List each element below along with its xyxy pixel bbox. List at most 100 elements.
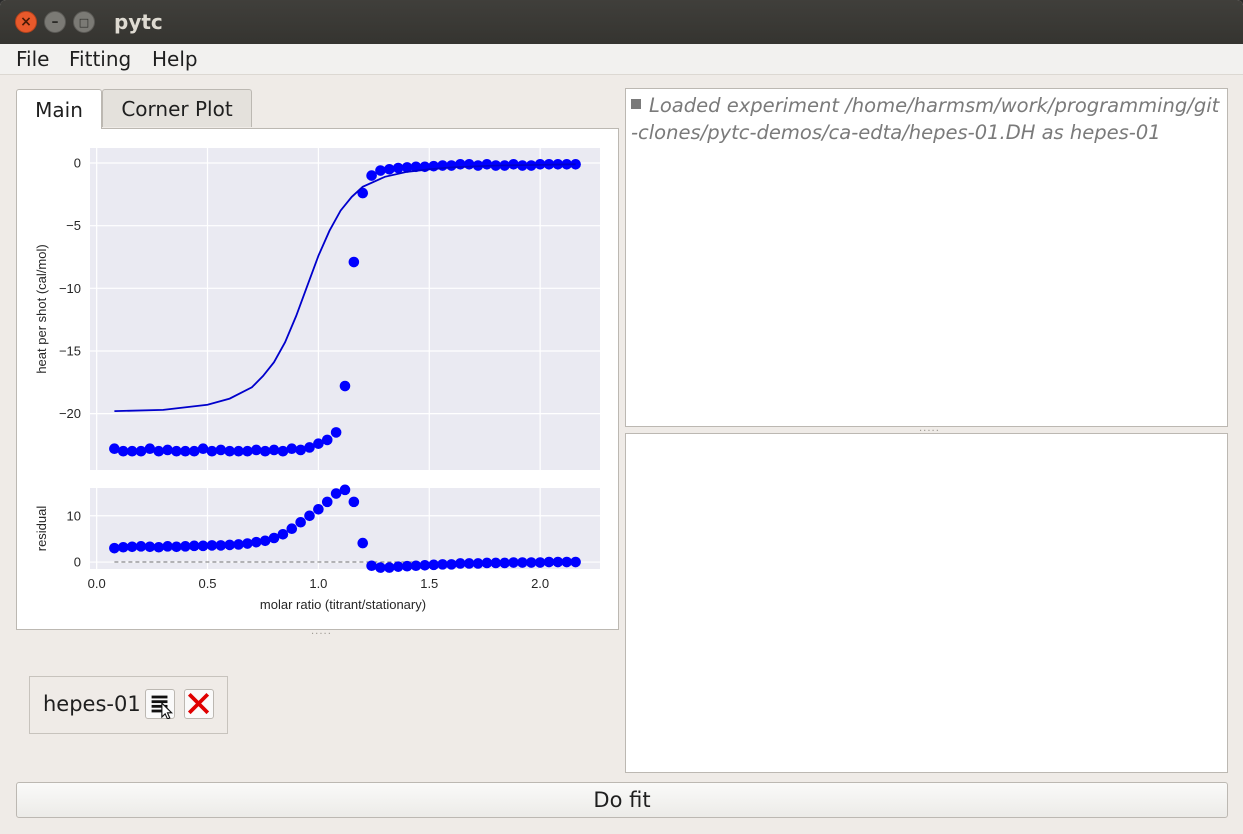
y-tick-label: 0 [74, 555, 81, 570]
residual-point [428, 559, 439, 571]
y-tick-label: −15 [59, 343, 81, 358]
title-bar: × – □ pytc [0, 0, 1243, 44]
data-point [286, 443, 298, 455]
data-point [339, 380, 351, 392]
close-window-button[interactable]: × [15, 11, 37, 33]
data-point [251, 444, 262, 456]
data-point [348, 256, 360, 268]
data-point [357, 187, 369, 199]
residual-point [321, 496, 333, 508]
data-point [117, 445, 129, 457]
x-tick-label: 0.0 [88, 576, 106, 591]
residual-point [410, 560, 422, 572]
data-point [180, 445, 191, 457]
data-point [570, 158, 581, 170]
residual-point [517, 557, 528, 568]
residual-point [552, 556, 564, 568]
data-point [224, 445, 235, 457]
data-point [153, 445, 165, 457]
menu-file[interactable]: File [16, 47, 50, 71]
data-point [304, 442, 315, 453]
residual-axis-label: residual [34, 506, 49, 552]
data-point [126, 445, 138, 457]
residual-point [561, 556, 573, 568]
residual-point [171, 541, 182, 553]
data-point [135, 445, 147, 457]
residual-point [153, 541, 165, 553]
data-point [366, 170, 377, 181]
residual-point [144, 541, 156, 553]
residual-point [197, 540, 209, 552]
data-point [295, 444, 306, 456]
experiment-name: hepes-01 [43, 692, 141, 716]
data-point [171, 445, 182, 457]
residual-point [446, 559, 457, 570]
residual-point [472, 558, 484, 569]
do-fit-button[interactable]: Do fit [16, 782, 1228, 818]
data-point [206, 445, 218, 457]
residual-point [339, 484, 351, 496]
log-panel: Loaded experiment /home/harmsm/work/prog… [625, 88, 1228, 427]
minimize-window-button[interactable]: – [44, 11, 66, 33]
residual-point [419, 559, 431, 571]
experiment-item: hepes-01 [29, 676, 228, 734]
residual-point [384, 562, 395, 573]
residual-point [268, 532, 280, 544]
x-tick-label: 1.5 [420, 576, 438, 591]
data-point [463, 158, 475, 170]
x-axis-label: molar ratio (titrant/stationary) [260, 597, 426, 612]
main-plot-area [90, 148, 600, 470]
data-point [384, 163, 395, 175]
residual-point [490, 557, 502, 569]
maximize-icon: □ [78, 15, 90, 29]
vertical-splitter-handle[interactable]: ····· [311, 629, 332, 640]
menu-fitting[interactable]: Fitting [69, 47, 132, 71]
tab-corner-plot[interactable]: Corner Plot [102, 89, 252, 127]
data-point [197, 443, 209, 455]
data-point [162, 444, 173, 456]
residual-point [251, 536, 262, 548]
log-bullet-icon [631, 98, 641, 109]
residual-point [357, 537, 369, 549]
residual-point [295, 516, 306, 528]
data-point [215, 444, 227, 456]
residual-point [463, 558, 475, 569]
horizontal-splitter-handle[interactable]: ····· [919, 426, 940, 437]
fit-output-panel [625, 433, 1228, 773]
residual-plot-area [90, 488, 600, 569]
data-point [481, 158, 493, 170]
residual-point [117, 541, 129, 553]
data-point [446, 160, 457, 171]
log-entry: Loaded experiment /home/harmsm/work/prog… [631, 92, 1222, 146]
plot-panel: 0 −5 −10 −15 −20 heat per shot (cal/mol) 10 0 0.… [16, 128, 619, 630]
data-point [330, 427, 342, 438]
menu-help[interactable]: Help [152, 47, 198, 71]
residual-point [437, 559, 448, 570]
residual-point [401, 560, 413, 572]
tab-main[interactable]: Main [16, 89, 102, 129]
data-point [233, 445, 244, 457]
data-point [268, 444, 280, 456]
data-point [392, 162, 404, 174]
data-point [188, 445, 200, 457]
residual-point [499, 557, 510, 569]
maximize-window-button[interactable]: □ [73, 11, 95, 33]
residual-point [304, 510, 315, 522]
data-point [259, 445, 271, 457]
close-icon: × [20, 14, 32, 30]
data-point [321, 434, 333, 446]
experiment-settings-button[interactable] [145, 689, 175, 719]
log-message: Loaded experiment /home/harmsm/work/prog… [631, 94, 1220, 144]
data-point [242, 445, 253, 457]
y-tick-label: −20 [59, 406, 81, 421]
data-point [277, 445, 289, 457]
residual-point [126, 541, 138, 553]
residual-point [534, 557, 546, 568]
data-point [410, 161, 422, 173]
minimize-icon: – [51, 14, 59, 30]
residual-point [109, 542, 120, 554]
residual-point [508, 557, 519, 568]
remove-experiment-button[interactable] [184, 689, 214, 719]
residual-point [180, 541, 191, 552]
